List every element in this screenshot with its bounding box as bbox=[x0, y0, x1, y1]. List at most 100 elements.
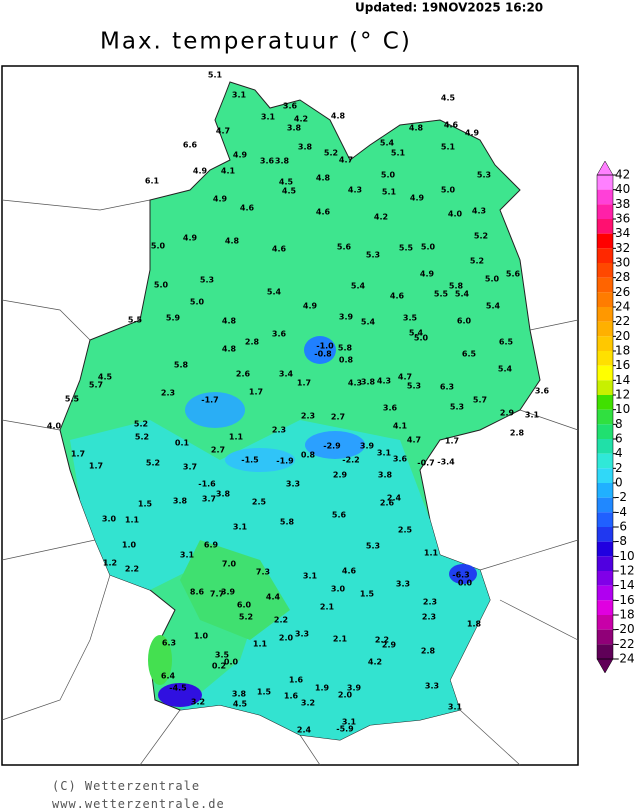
legend-tick-label: -12 bbox=[615, 564, 635, 578]
station-value: 1.7 bbox=[297, 379, 311, 388]
station-value: 1.0 bbox=[122, 541, 137, 550]
legend-swatch bbox=[597, 263, 613, 278]
station-value: 3.6 bbox=[283, 102, 298, 111]
legend-tick-label: -16 bbox=[615, 593, 635, 607]
station-value: 4.3 bbox=[348, 186, 362, 195]
station-value: 6.0 bbox=[457, 317, 472, 326]
station-value: 5.7 bbox=[89, 381, 103, 390]
station-value: 3.7 bbox=[202, 495, 216, 504]
station-value: 2.2 bbox=[375, 636, 389, 645]
station-value: 4.1 bbox=[221, 167, 236, 176]
station-value: 4.8 bbox=[225, 237, 240, 246]
updated-time: Updated: 19NOV2025 16:20 bbox=[355, 1, 543, 15]
station-value: 5.5 bbox=[128, 316, 143, 325]
station-value: 6.9 bbox=[204, 541, 219, 550]
station-value: 3.1 bbox=[525, 411, 540, 420]
legend-tick-label: 38 bbox=[615, 197, 630, 211]
station-value: 1.2 bbox=[103, 559, 117, 568]
legend-swatch bbox=[597, 600, 613, 615]
station-value: 2.3 bbox=[301, 412, 315, 421]
map-title: Max. temperatuur (° C) bbox=[100, 29, 412, 55]
station-value: 4.3 bbox=[377, 377, 391, 386]
station-value: 3.3 bbox=[425, 682, 439, 691]
station-value: 5.4 bbox=[409, 329, 424, 338]
legend-tick-label: -22 bbox=[615, 637, 635, 651]
legend-swatch bbox=[597, 292, 613, 307]
station-value: 5.4 bbox=[498, 365, 513, 374]
legend-swatch bbox=[597, 439, 613, 454]
station-value: 1.7 bbox=[89, 462, 103, 471]
station-value: -4.5 bbox=[169, 684, 187, 693]
station-value: -0.8 bbox=[314, 350, 332, 359]
station-value: 5.0 bbox=[154, 281, 169, 290]
legend-tick-label: 4 bbox=[615, 446, 623, 460]
legend-swatch bbox=[597, 585, 613, 601]
station-value: 3.8 bbox=[275, 157, 290, 166]
legend-swatch bbox=[597, 556, 613, 571]
station-value: 3.3 bbox=[396, 580, 410, 589]
station-value: 1.7 bbox=[249, 388, 263, 397]
station-value: 3.5 bbox=[403, 314, 418, 323]
station-value: 5.1 bbox=[391, 149, 406, 158]
station-value: 2.1 bbox=[333, 635, 348, 644]
station-value: 4.2 bbox=[294, 115, 308, 124]
station-value: 2.9 bbox=[382, 641, 397, 650]
station-value: 5.2 bbox=[474, 232, 488, 241]
station-value: 3.8 bbox=[361, 378, 376, 387]
station-value: 5.0 bbox=[485, 275, 500, 284]
station-value: 2.3 bbox=[161, 389, 175, 398]
station-value: 4.7 bbox=[216, 127, 230, 136]
station-value: 3.9 bbox=[221, 588, 236, 597]
legend-tick-label: 32 bbox=[615, 241, 630, 255]
station-value: 3.3 bbox=[295, 630, 309, 639]
source-url: www.wetterzentrale.de bbox=[52, 797, 225, 811]
legend-tick-label: 16 bbox=[615, 358, 630, 372]
station-value: 6.6 bbox=[183, 141, 198, 150]
station-value: 2.4 bbox=[297, 726, 312, 735]
station-value: 6.5 bbox=[462, 350, 477, 359]
station-value: 3.1 bbox=[342, 718, 357, 727]
station-value: 4.8 bbox=[316, 174, 331, 183]
station-value: 2.8 bbox=[510, 429, 525, 438]
station-value: 5.6 bbox=[332, 511, 347, 520]
legend-swatch bbox=[597, 204, 613, 219]
legend-tick-label: -10 bbox=[615, 549, 635, 563]
station-value: 5.3 bbox=[407, 382, 421, 391]
temperature-shading bbox=[70, 336, 490, 740]
station-value: 5.5 bbox=[399, 244, 414, 253]
legend-tick-label: -6 bbox=[615, 520, 627, 534]
station-value: 5.4 bbox=[361, 318, 376, 327]
station-value: 5.5 bbox=[65, 395, 80, 404]
station-value: 3.8 bbox=[216, 490, 231, 499]
legend-tick-label: 34 bbox=[615, 226, 630, 240]
station-value: -6.3 bbox=[452, 571, 470, 580]
station-value: 3.1 bbox=[448, 703, 463, 712]
station-value: 4.6 bbox=[390, 292, 405, 301]
station-value: 1.6 bbox=[289, 676, 304, 685]
station-value: 4.9 bbox=[193, 167, 208, 176]
station-value: 5.9 bbox=[166, 314, 181, 323]
color-legend: 424038363432302826242220181614121086420-… bbox=[596, 160, 635, 674]
station-value: 4.5 bbox=[98, 373, 113, 382]
station-value: 5.4 bbox=[455, 290, 470, 299]
legend-arrow-top bbox=[596, 160, 614, 176]
station-value: 4.9 bbox=[465, 129, 480, 138]
station-value: 5.3 bbox=[450, 403, 464, 412]
station-value: 3.8 bbox=[287, 124, 302, 133]
copyright: (C) Wetterzentrale bbox=[52, 779, 200, 793]
station-value: 5.3 bbox=[366, 542, 380, 551]
station-value: 6.0 bbox=[237, 601, 252, 610]
station-value: 0.0 bbox=[224, 658, 239, 667]
legend-tick-label: 10 bbox=[615, 402, 630, 416]
station-value: 1.9 bbox=[315, 684, 330, 693]
station-value: 3.0 bbox=[102, 515, 117, 524]
station-value: 1.1 bbox=[253, 640, 268, 649]
station-value: 3.0 bbox=[331, 585, 346, 594]
legend-tick-label: 40 bbox=[615, 182, 630, 196]
station-value: -0.7 bbox=[417, 459, 435, 468]
station-value: -5.9 bbox=[336, 725, 354, 734]
station-value: 5.2 bbox=[135, 433, 149, 442]
station-value: 3.6 bbox=[272, 330, 287, 339]
station-value: 5.0 bbox=[421, 243, 436, 252]
